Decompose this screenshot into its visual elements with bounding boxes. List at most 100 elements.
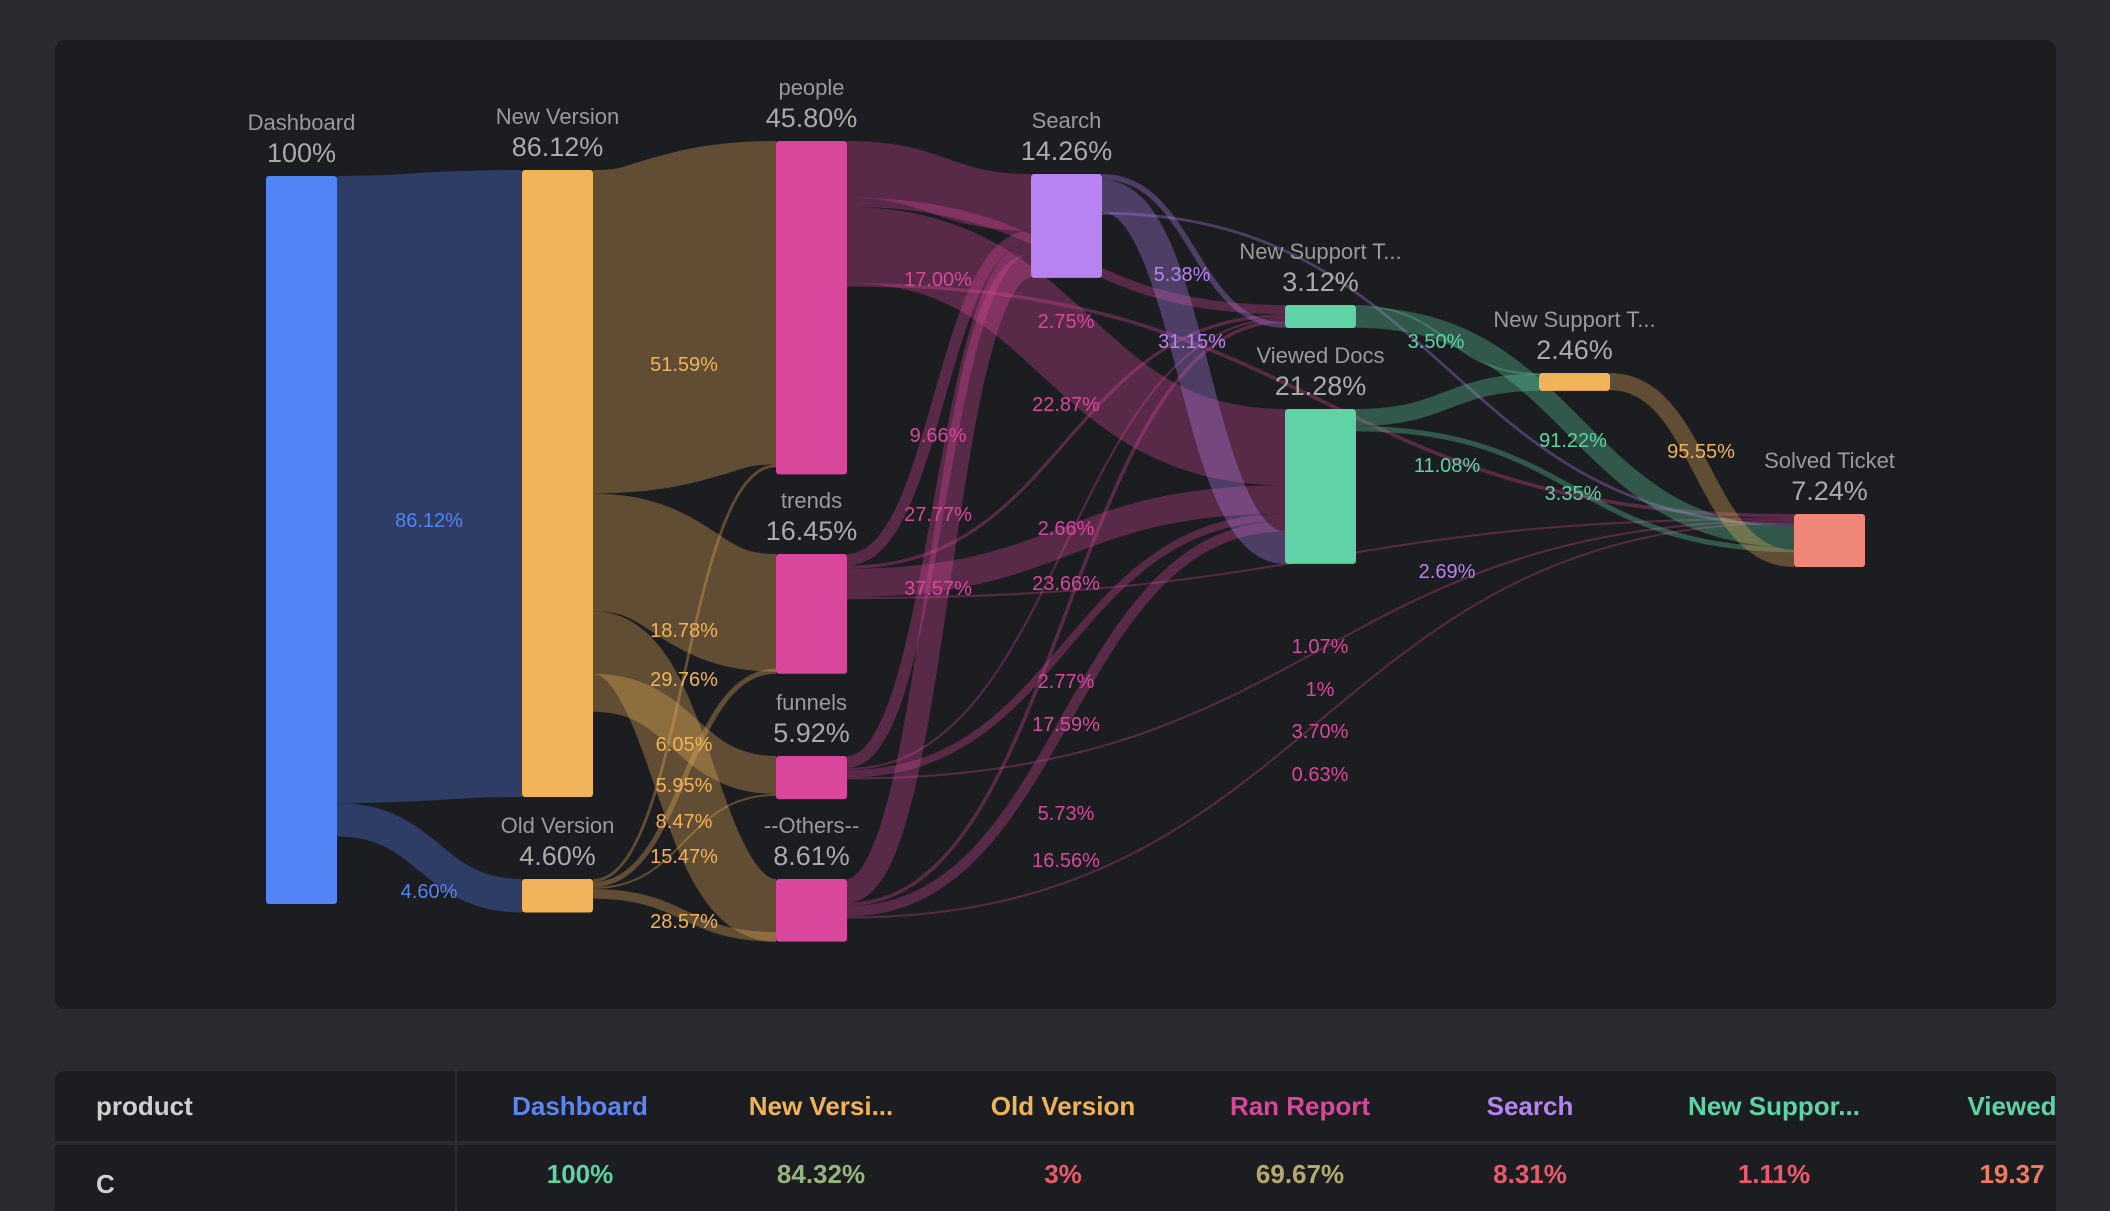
table-cell: 3% <box>1044 1159 1082 1189</box>
link-label: 31.15% <box>1158 331 1226 353</box>
link-label: 1.07% <box>1292 636 1349 658</box>
node-name: Dashboard <box>248 110 356 135</box>
sankey-node[interactable] <box>1285 305 1356 328</box>
sankey-link[interactable] <box>846 519 1795 780</box>
sankey-link[interactable] <box>592 673 777 794</box>
link-label: 86.12% <box>395 510 463 532</box>
node-name: New Version <box>496 104 620 129</box>
data-table: product C Dashboard 100% New Versi... 84.32… <box>55 1071 2056 1211</box>
sankey-link[interactable] <box>846 314 1286 569</box>
sankey-link[interactable] <box>844 254 1034 903</box>
table-header-row: product <box>55 1071 2056 1145</box>
table-cell: 100% <box>546 1159 614 1189</box>
link-label: 2.75% <box>1038 311 1095 333</box>
node-name: funnels <box>776 690 847 715</box>
column-divider <box>455 1071 457 1211</box>
link-label: 2.66% <box>1038 518 1095 540</box>
sankey-node[interactable] <box>266 176 337 904</box>
sankey-link[interactable] <box>1609 373 1795 567</box>
node-value: 45.80% <box>766 103 858 133</box>
node-name: Solved Ticket <box>1764 448 1895 473</box>
link-label: 51.59% <box>650 354 718 376</box>
link-label: 8.47% <box>656 811 713 833</box>
link-label: 22.87% <box>1032 394 1100 416</box>
sankey-link[interactable] <box>846 513 1286 778</box>
sankey-link[interactable] <box>592 668 777 888</box>
table-cell: 1.11% <box>1737 1159 1811 1189</box>
node-name: Old Version <box>501 813 615 838</box>
row-label: C <box>96 1169 115 1199</box>
node-value: 4.60% <box>519 841 596 871</box>
sankey-node[interactable] <box>1031 174 1102 278</box>
sankey-node[interactable] <box>522 879 593 913</box>
sankey-node[interactable] <box>1794 514 1865 567</box>
sankey-link[interactable] <box>1355 373 1540 427</box>
sankey-link[interactable] <box>592 793 777 890</box>
sankey-node[interactable] <box>1285 409 1356 564</box>
link-label: 3.50% <box>1408 331 1465 353</box>
sankey-link[interactable] <box>1355 426 1795 553</box>
link-label: 95.55% <box>1667 441 1735 463</box>
table-cell: 84.32% <box>776 1159 866 1189</box>
link-label: 37.57% <box>904 578 972 600</box>
sankey-node[interactable] <box>776 554 847 674</box>
link-label: 2.77% <box>1038 671 1095 693</box>
link-label: 4.60% <box>401 881 458 903</box>
link-label: 1% <box>1306 679 1335 701</box>
sankey-node[interactable] <box>776 879 847 942</box>
node-value: 2.46% <box>1536 335 1613 365</box>
link-label: 0.63% <box>1292 764 1349 786</box>
sankey-link[interactable] <box>590 493 779 672</box>
sankey-node[interactable] <box>776 756 847 800</box>
column-header[interactable]: Search <box>1486 1091 1574 1121</box>
column-header[interactable]: Old Version <box>990 1091 1136 1121</box>
sankey-link[interactable] <box>846 283 1795 518</box>
node-name: New Support T... <box>1493 307 1655 332</box>
link-label: 3.35% <box>1545 483 1602 505</box>
link-label: 5.38% <box>1154 264 1211 286</box>
column-header[interactable]: Ran Report <box>1229 1091 1371 1121</box>
sankey-link[interactable] <box>336 802 523 913</box>
link-label: 5.73% <box>1038 803 1095 825</box>
sankey-link[interactable] <box>846 230 1032 566</box>
node-value: 21.28% <box>1275 371 1367 401</box>
product-header[interactable]: product <box>96 1091 193 1121</box>
sankey-link[interactable] <box>1101 174 1286 328</box>
sankey-node[interactable] <box>1539 373 1610 391</box>
sankey-link[interactable] <box>1099 179 1288 564</box>
node-value: 5.92% <box>773 718 850 748</box>
column-header[interactable]: Dashboard <box>512 1091 648 1121</box>
node-value: 100% <box>267 138 336 168</box>
link-label: 3.70% <box>1292 721 1349 743</box>
sankey-link[interactable] <box>589 141 780 494</box>
link-label: 17.59% <box>1032 714 1100 736</box>
sankey-node[interactable] <box>776 141 847 475</box>
link-label: 6.05% <box>656 734 713 756</box>
node-name: New Support T... <box>1239 239 1401 264</box>
sankey-link[interactable] <box>335 170 524 803</box>
link-label: 28.57% <box>650 911 718 933</box>
sankey-link[interactable] <box>1355 307 1795 548</box>
sankey-link[interactable] <box>846 140 1032 231</box>
sankey-link[interactable] <box>846 485 1286 598</box>
sankey-link[interactable] <box>846 319 1286 907</box>
sankey-node[interactable] <box>522 170 593 797</box>
node-name: Search <box>1032 108 1102 133</box>
sankey-link[interactable] <box>846 206 1286 486</box>
sankey-link[interactable] <box>1101 211 1795 527</box>
node-value: 86.12% <box>512 132 604 162</box>
link-label: 11.08% <box>1414 455 1481 477</box>
column-header[interactable]: New Versi... <box>748 1091 894 1121</box>
sankey-link[interactable] <box>588 611 781 942</box>
sankey-link[interactable] <box>846 242 1032 768</box>
link-label: 29.76% <box>650 669 718 691</box>
sankey-link[interactable] <box>592 889 777 942</box>
column-header[interactable]: Viewed <box>1967 1091 2056 1121</box>
column-header[interactable]: New Suppor... <box>1688 1091 1860 1121</box>
sankey-link[interactable] <box>846 521 1795 919</box>
link-label: 18.78% <box>650 620 718 642</box>
sankey-link[interactable] <box>1355 305 1540 375</box>
sankey-link[interactable] <box>846 317 1286 770</box>
sankey-link[interactable] <box>846 521 1286 917</box>
sankey-link[interactable] <box>592 464 777 882</box>
